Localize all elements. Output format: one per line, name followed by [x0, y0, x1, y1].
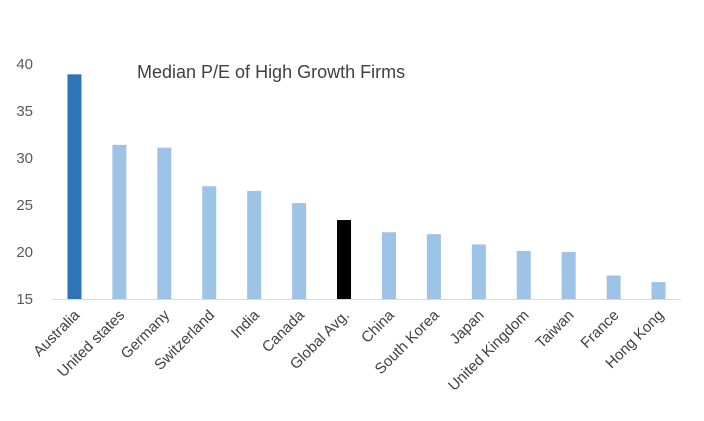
- y-tick-label: 30: [16, 150, 33, 167]
- bar-united-states: [112, 144, 127, 299]
- bar-united-kingdom: [516, 251, 531, 299]
- x-tick-label: Japan: [447, 307, 488, 348]
- bar-series: [67, 74, 666, 299]
- x-tick-label: India: [228, 306, 263, 341]
- bar-taiwan: [561, 252, 576, 299]
- x-tick-label: United Kingdom: [445, 307, 532, 394]
- y-tick-label: 20: [16, 244, 33, 261]
- x-tick-label: Taiwan: [532, 307, 577, 352]
- y-axis: 15 20 25 30 35 40: [16, 56, 33, 308]
- bar-france: [606, 275, 621, 299]
- y-tick-label: 25: [16, 197, 33, 214]
- bar-global-avg: [337, 220, 352, 299]
- y-tick-label: 40: [16, 56, 33, 73]
- bar-germany: [157, 147, 172, 299]
- y-tick-label: 35: [16, 103, 33, 120]
- bar-china: [381, 232, 396, 299]
- bar-south-korea: [426, 234, 441, 299]
- chart-title: Median P/E of High Growth Firms: [137, 62, 405, 82]
- bar-hong-kong: [651, 282, 666, 299]
- bar-japan: [471, 244, 486, 299]
- bar-india: [247, 190, 262, 299]
- bar-switzerland: [202, 186, 217, 299]
- x-tick-label: China: [358, 306, 398, 346]
- y-tick-label: 15: [16, 291, 33, 308]
- bar-canada: [292, 203, 307, 299]
- bar-australia: [67, 74, 82, 299]
